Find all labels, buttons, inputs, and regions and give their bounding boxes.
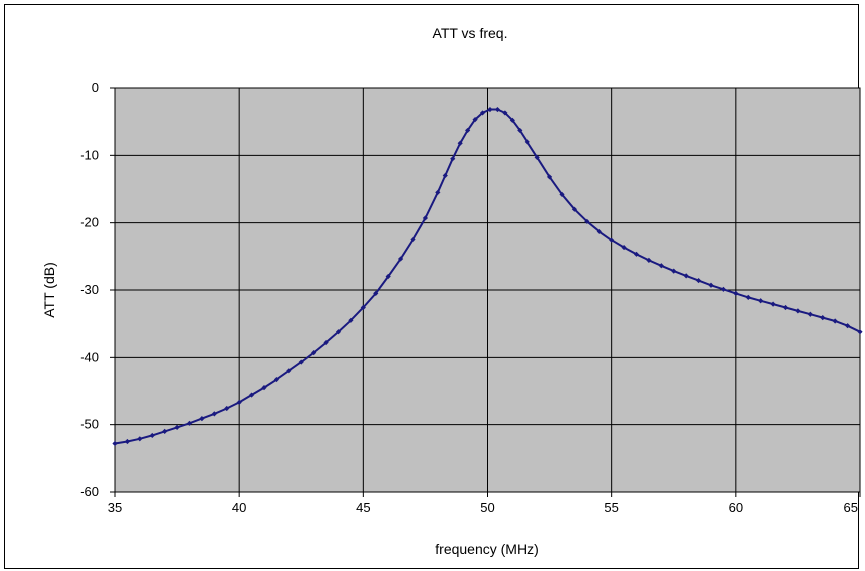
x-tick-label-6: 65 (844, 500, 858, 515)
data-point-4 (162, 428, 168, 434)
y-tick-label-0: 0 (92, 80, 99, 95)
data-point-17 (323, 339, 329, 346)
data-point-60 (795, 308, 801, 314)
data-point-48 (646, 257, 652, 263)
data-point-58 (770, 301, 776, 307)
data-point-34 (494, 106, 501, 113)
data-point-24 (410, 236, 416, 243)
data-point-16 (311, 350, 317, 356)
data-point-13 (273, 376, 280, 383)
x-tick-label-1: 40 (232, 500, 246, 515)
x-tick-label-2: 45 (356, 500, 370, 515)
data-point-9 (224, 405, 230, 412)
data-point-6 (186, 420, 193, 426)
data-point-19 (348, 317, 354, 323)
data-point-1 (124, 438, 131, 445)
x-axis-ticks: 35 40 45 50 55 60 65 (108, 492, 861, 515)
data-point-46 (621, 244, 627, 251)
data-point-20 (360, 304, 366, 311)
data-point-52 (695, 277, 702, 284)
y-tick-label-2: -20 (80, 215, 99, 230)
data-point-26 (435, 189, 441, 195)
data-point-8 (211, 411, 217, 417)
data-point-62 (820, 315, 826, 321)
data-point-40 (546, 174, 553, 180)
data-point-12 (261, 385, 267, 391)
data-point-54 (720, 286, 727, 292)
data-point-25 (422, 215, 429, 221)
x-tick-label-0: 35 (108, 500, 122, 515)
data-point-3 (149, 432, 155, 439)
data-point-7 (199, 416, 205, 422)
y-tick-label-5: -50 (80, 417, 99, 432)
y-axis-label: ATT (dB) (41, 262, 57, 318)
data-point-18 (335, 329, 342, 335)
data-point-27 (442, 172, 448, 179)
data-point-22 (385, 273, 391, 280)
data-point-10 (236, 399, 242, 406)
series-line (114, 108, 861, 445)
x-tick-label-4: 55 (604, 500, 618, 515)
y-tick-label-6: -60 (80, 484, 99, 499)
data-point-43 (584, 218, 590, 224)
x-tick-label-5: 60 (729, 500, 743, 515)
data-point-14 (286, 368, 292, 374)
y-tick-label-3: -30 (80, 282, 99, 297)
x-axis-label: frequency (MHz) (435, 541, 538, 557)
data-point-41 (559, 191, 565, 197)
data-point-23 (397, 256, 404, 262)
data-point-57 (758, 298, 764, 304)
data-point-30 (465, 127, 471, 134)
data-point-39 (534, 154, 540, 160)
y-tick-label-4: -40 (80, 349, 99, 364)
data-point-53 (708, 282, 714, 288)
data-point-11 (248, 392, 255, 398)
data-point-28 (450, 156, 456, 162)
data-point-65 (857, 329, 863, 335)
data-point-45 (609, 237, 615, 243)
data-point-2 (137, 436, 143, 442)
data-point-61 (807, 311, 813, 317)
data-point-51 (683, 273, 689, 279)
data-point-44 (596, 228, 602, 235)
data-point-38 (524, 139, 530, 145)
data-point-0 (112, 440, 118, 447)
data-point-29 (457, 140, 463, 146)
data-point-64 (844, 323, 851, 329)
y-tick-label-1: -10 (80, 147, 99, 162)
data-point-47 (633, 251, 640, 257)
data-point-21 (373, 290, 379, 296)
data-point-15 (298, 359, 304, 365)
data-point-36 (509, 117, 515, 123)
data-point-63 (832, 318, 838, 324)
data-point-49 (658, 263, 664, 269)
data-point-31 (472, 117, 478, 123)
data-point-35 (502, 110, 508, 116)
chart-title: ATT vs freq. (433, 25, 508, 41)
data-point-56 (745, 294, 751, 301)
data-point-32 (479, 110, 486, 116)
data-point-5 (174, 424, 180, 430)
data-point-37 (517, 127, 523, 134)
series-markers (112, 106, 863, 447)
y-axis-ticks: 0 -10 -20 -30 -40 -50 -60 (80, 80, 115, 499)
data-point-50 (671, 268, 677, 274)
data-point-59 (782, 304, 789, 311)
x-tick-label-3: 50 (480, 500, 494, 515)
data-point-42 (571, 206, 578, 212)
data-point-55 (733, 290, 739, 296)
data-point-33 (487, 106, 493, 113)
